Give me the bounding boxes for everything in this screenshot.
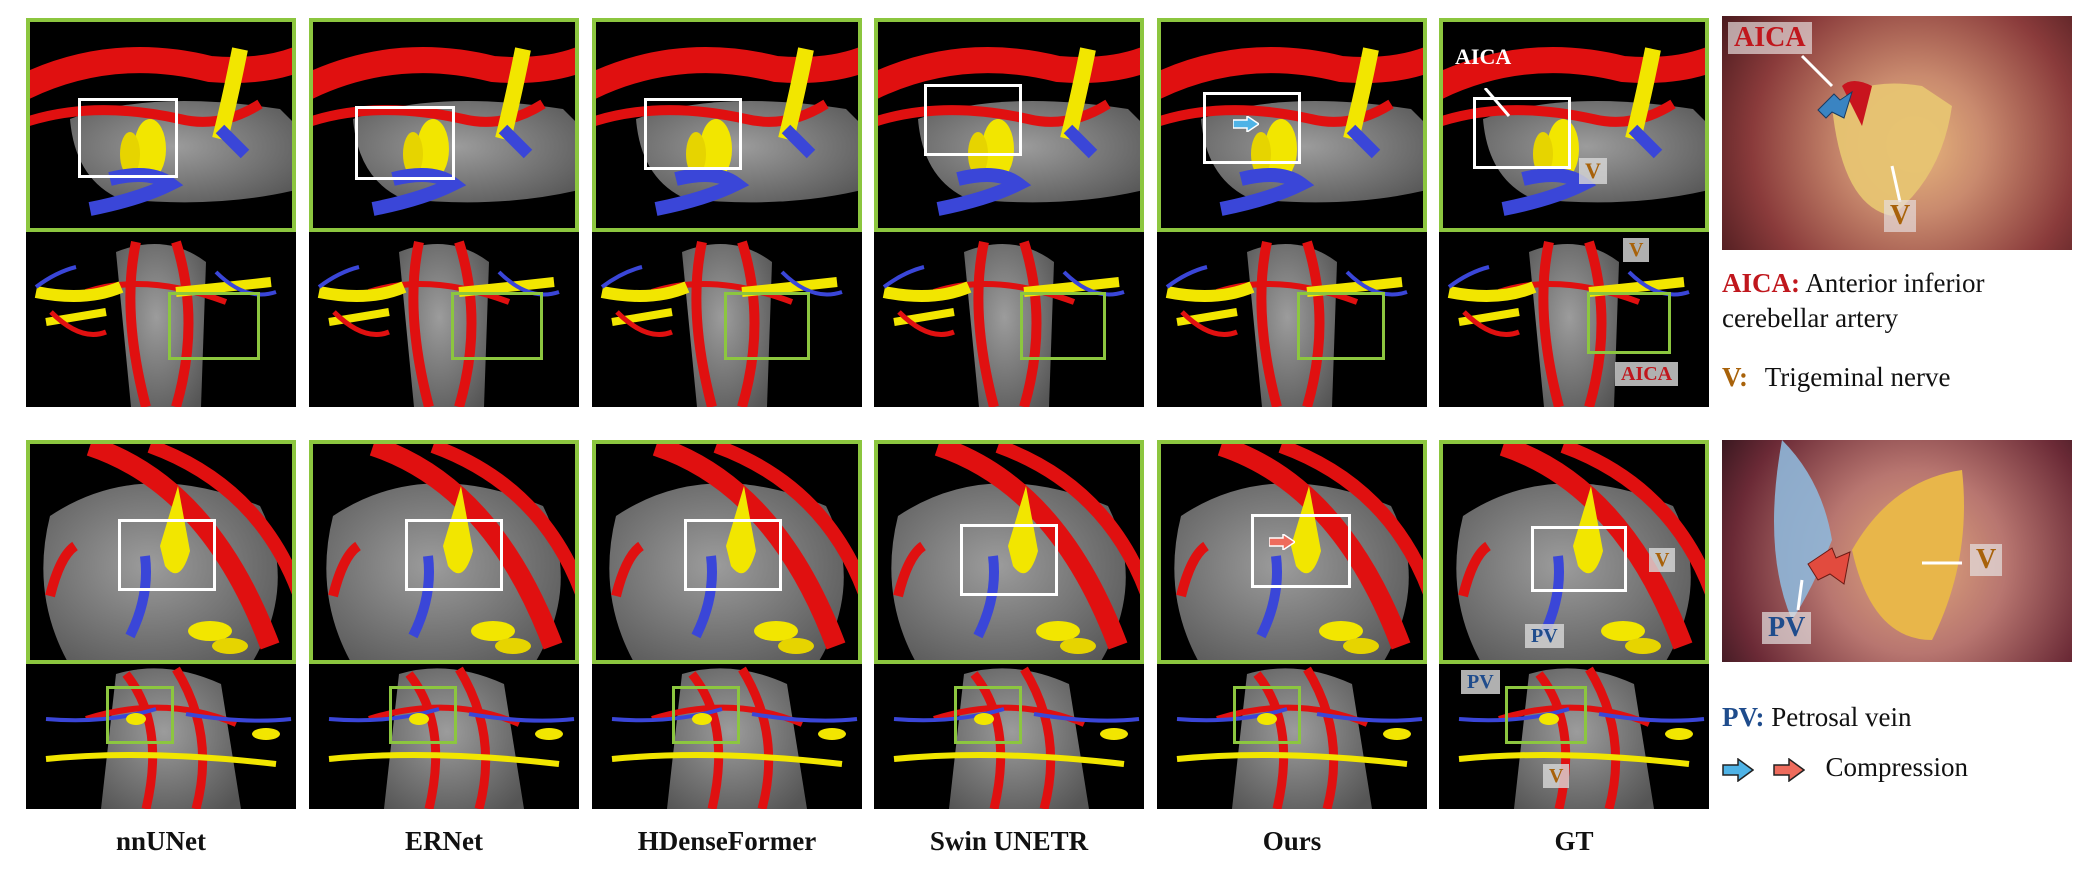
legend-v-text: Trigeminal nerve — [1764, 362, 1951, 392]
overview-panel-row2 — [592, 664, 862, 809]
zoom-region-box — [106, 686, 174, 744]
highlight-box — [1473, 97, 1571, 169]
column-label: GT — [1554, 826, 1594, 856]
overview-panel-row2 — [1157, 664, 1427, 809]
zoom-panel-row2 — [874, 440, 1144, 664]
zoom-panel-row2 — [26, 440, 296, 664]
legend-pv-abbr: PV: — [1722, 702, 1765, 732]
zoom-panel-row2 — [592, 440, 862, 664]
label-v: V — [1623, 238, 1650, 262]
compression-arrow-blue-icon — [1722, 757, 1754, 782]
zoom-panel-row2 — [1157, 440, 1427, 664]
zoom-panel-row2 — [309, 440, 579, 664]
overview-panel-row2 — [309, 664, 579, 809]
photo-label-aica: AICA — [1728, 22, 1812, 54]
legend-v-abbr: V: — [1722, 362, 1749, 392]
legend-compression: Compression — [1722, 750, 2082, 785]
zoom-panel-row1 — [592, 18, 862, 232]
overview-panel-row1 — [1157, 232, 1427, 407]
overview-panel-row2 — [874, 664, 1144, 809]
highlight-box — [960, 524, 1058, 596]
highlight-box — [1251, 514, 1351, 588]
zoom-panel-row1 — [1157, 18, 1427, 232]
legend-pv-text: Petrosal vein — [1771, 702, 1912, 732]
overview-panel-row1 — [309, 232, 579, 407]
zoom-region-box — [389, 686, 457, 744]
column-label: ERNet — [405, 826, 483, 856]
overview-panel-row1 — [592, 232, 862, 407]
zoom-region-box — [724, 292, 810, 360]
zoom-region-box — [954, 686, 1022, 744]
column-label: nnUNet — [115, 826, 206, 856]
column-label: Swin UNETR — [929, 826, 1089, 856]
legend-aica-abbr: AICA: — [1722, 268, 1800, 298]
legend-compression-text: Compression — [1825, 752, 1969, 782]
legend-pv: PV: Petrosal vein — [1722, 700, 2082, 735]
zoom-panel-row2: V PV — [1439, 440, 1709, 664]
zoom-region-box — [1587, 292, 1671, 354]
zoom-panel-row1 — [309, 18, 579, 232]
zoom-region-box — [1505, 686, 1587, 744]
zoom-region-box — [672, 686, 740, 744]
zoom-region-box — [451, 292, 543, 360]
highlight-box — [644, 98, 742, 170]
label-pv: PV — [1525, 624, 1564, 648]
overview-panel-row2 — [26, 664, 296, 809]
overview-panel-row1: V AICA — [1439, 232, 1709, 407]
overview-panel-row1 — [26, 232, 296, 407]
photo-label-v: V — [1970, 544, 2003, 576]
label-pv: PV — [1461, 670, 1500, 694]
column-label: Ours — [1262, 826, 1322, 856]
highlight-box — [405, 519, 503, 591]
label-v: V — [1543, 764, 1570, 788]
label-aica: AICA — [1615, 362, 1679, 386]
label-aica: AICA — [1455, 44, 1512, 69]
zoom-region-box — [168, 292, 260, 360]
highlight-box — [924, 84, 1022, 156]
legend-aica-text-2: cerebellar artery — [1722, 303, 1899, 334]
highlight-box — [684, 519, 782, 591]
highlight-box — [118, 519, 216, 591]
surgical-photo-row1: AICA V — [1722, 16, 2072, 250]
zoom-region-box — [1020, 292, 1106, 360]
label-v: V — [1649, 548, 1676, 572]
compression-arrow-icon — [1233, 116, 1259, 132]
photo-label-pv: PV — [1762, 612, 1812, 644]
column-label: HDenseFormer — [637, 826, 817, 856]
legend-aica: AICA: Anterior inferior cerebellar arter… — [1722, 266, 2082, 336]
highlight-box — [1531, 526, 1627, 592]
overview-panel-row2: PV V — [1439, 664, 1709, 809]
legend-v: V: Trigeminal nerve — [1722, 360, 2082, 395]
pointer-lines — [1483, 88, 1511, 117]
zoom-panel-row1 — [874, 18, 1144, 232]
compression-arrow-red-icon — [1773, 757, 1805, 782]
highlight-box — [1203, 92, 1301, 164]
zoom-panel-row1 — [26, 18, 296, 232]
overview-panel-row1 — [874, 232, 1144, 407]
zoom-region-box — [1233, 686, 1301, 744]
photo-label-v: V — [1884, 200, 1917, 232]
zoom-region-box — [1297, 292, 1385, 360]
label-v: V — [1579, 158, 1607, 184]
highlight-box — [78, 98, 178, 178]
zoom-panel-row1: AICA V — [1439, 18, 1709, 232]
legend-aica-text-1: Anterior inferior — [1805, 268, 1985, 298]
surgical-photo-row2: PV V — [1722, 440, 2072, 662]
highlight-box — [355, 106, 455, 180]
compression-arrow-icon — [1269, 534, 1295, 550]
